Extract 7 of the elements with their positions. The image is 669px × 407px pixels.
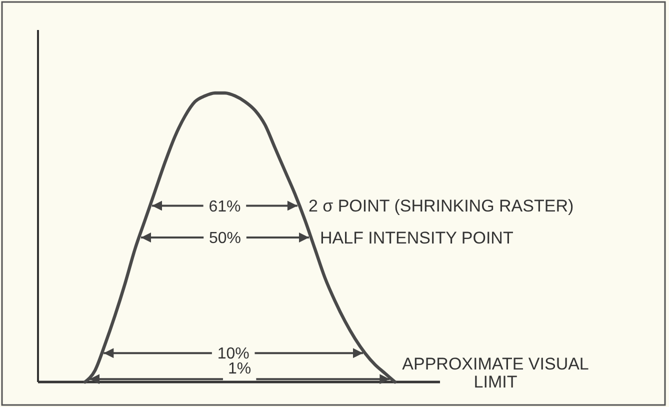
annotation: HALF INTENSITY POINT	[320, 228, 514, 248]
ref-line-label: 10%	[217, 346, 250, 363]
annotation: 2 σ POINT (SHRINKING RASTER)	[308, 196, 574, 216]
ref-line-label: 50%	[208, 230, 242, 248]
text: APPROXIMATE VISUAL LIMIT	[402, 354, 589, 392]
ref-line-label: 1%	[228, 360, 252, 378]
ref-line-label: 61%	[208, 198, 241, 216]
